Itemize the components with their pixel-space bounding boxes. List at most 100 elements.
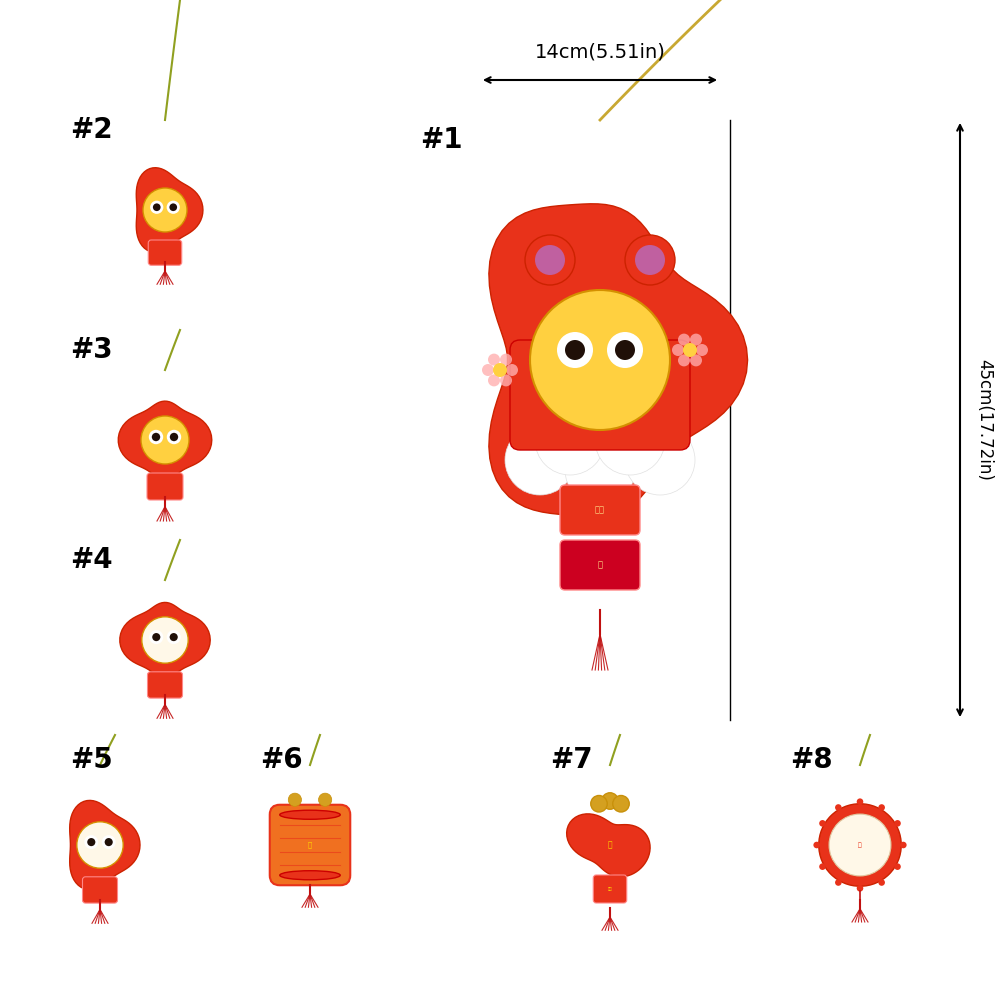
Circle shape [535,405,605,475]
Circle shape [819,820,826,827]
Circle shape [683,343,697,357]
Text: #6: #6 [260,746,303,774]
Text: 福: 福 [308,842,312,848]
Text: 来: 来 [598,560,602,570]
Circle shape [77,822,123,868]
Circle shape [149,630,163,644]
Circle shape [167,430,181,444]
Circle shape [878,879,885,886]
Text: #2: #2 [70,116,113,144]
Circle shape [149,430,163,444]
Circle shape [565,340,585,360]
Circle shape [506,364,518,376]
Circle shape [500,354,512,366]
Circle shape [894,820,901,827]
Circle shape [819,863,826,870]
Circle shape [169,203,177,211]
Circle shape [167,201,180,214]
Circle shape [105,838,113,846]
Circle shape [894,863,901,870]
FancyBboxPatch shape [560,540,640,590]
Text: 14cm(5.51in): 14cm(5.51in) [535,43,665,62]
Circle shape [672,344,684,356]
Circle shape [615,340,635,360]
Circle shape [535,245,565,275]
Circle shape [857,885,863,892]
Text: #7: #7 [550,746,593,774]
Circle shape [819,804,901,886]
Text: 好运: 好运 [595,506,605,514]
Circle shape [678,334,690,346]
FancyBboxPatch shape [148,672,183,698]
Polygon shape [120,602,210,678]
Circle shape [143,188,187,232]
Ellipse shape [280,810,340,819]
Text: 大吉: 大吉 [608,887,612,891]
Circle shape [678,354,690,366]
Circle shape [488,374,500,386]
Circle shape [170,433,178,441]
Circle shape [835,804,842,811]
Circle shape [900,842,907,848]
Text: 福: 福 [608,840,612,850]
Text: #4: #4 [70,546,113,574]
Text: #1: #1 [420,126,462,154]
Circle shape [84,835,98,849]
Circle shape [565,435,635,505]
Circle shape [150,201,163,214]
FancyBboxPatch shape [82,877,118,903]
Circle shape [690,334,702,346]
Circle shape [152,633,160,641]
Text: #5: #5 [70,746,113,774]
Circle shape [500,374,512,386]
Circle shape [829,814,891,876]
Circle shape [625,425,695,495]
Circle shape [153,203,161,211]
Polygon shape [70,800,140,890]
Circle shape [482,364,494,376]
Circle shape [488,354,500,366]
FancyBboxPatch shape [593,875,627,903]
Circle shape [288,793,301,806]
FancyBboxPatch shape [560,485,640,535]
FancyBboxPatch shape [148,240,182,265]
Circle shape [591,796,607,812]
Circle shape [835,879,842,886]
Circle shape [152,433,160,441]
Circle shape [857,798,863,805]
Circle shape [878,804,885,811]
Circle shape [319,793,332,806]
Circle shape [557,332,593,368]
Circle shape [613,796,629,812]
Circle shape [625,235,675,285]
Circle shape [635,245,665,275]
Circle shape [167,630,181,644]
Circle shape [141,416,189,464]
Circle shape [102,835,116,849]
Circle shape [595,405,665,475]
FancyBboxPatch shape [510,340,690,450]
Text: 福: 福 [858,842,862,848]
Polygon shape [489,204,748,516]
Circle shape [607,332,643,368]
FancyBboxPatch shape [147,473,183,500]
Text: 45cm(17.72in): 45cm(17.72in) [975,359,993,481]
Circle shape [813,842,820,848]
Circle shape [170,633,178,641]
Circle shape [690,354,702,366]
Polygon shape [567,814,650,877]
Circle shape [696,344,708,356]
Polygon shape [118,401,212,479]
Circle shape [505,425,575,495]
Circle shape [602,793,618,809]
Circle shape [525,235,575,285]
Circle shape [493,363,507,377]
Circle shape [530,290,670,430]
Circle shape [87,838,95,846]
Text: #8: #8 [790,746,833,774]
FancyBboxPatch shape [270,805,350,885]
Polygon shape [136,168,203,252]
Ellipse shape [280,871,340,880]
Circle shape [142,617,188,663]
Text: #3: #3 [70,336,113,364]
